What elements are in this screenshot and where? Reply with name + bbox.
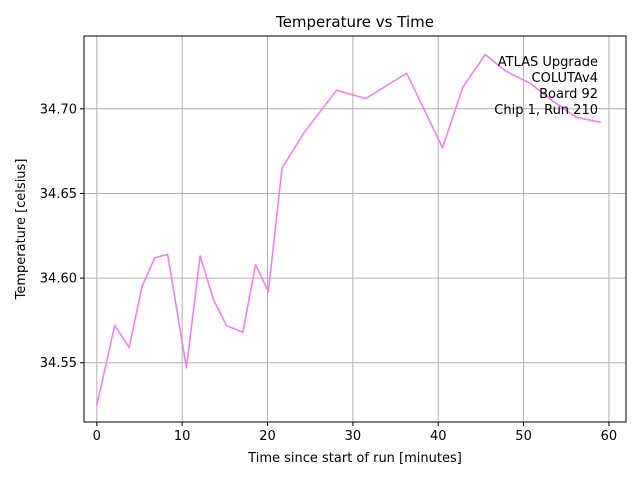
data-point [254, 263, 257, 266]
series-line-temperature [96, 53, 601, 406]
data-point [96, 404, 98, 406]
data-point [185, 367, 188, 369]
data-point [335, 89, 338, 91]
data-point [405, 72, 408, 74]
y-tick-label: 34.70 [40, 102, 77, 117]
x-tick-label: 40 [430, 429, 447, 444]
y-tick-label: 34.60 [40, 272, 77, 287]
x-tick-label: 60 [601, 429, 618, 444]
data-point [441, 147, 444, 149]
data-point [114, 324, 116, 327]
data-point [242, 331, 244, 333]
annotation-line: COLUTAv4 [532, 71, 598, 86]
data-point [154, 257, 156, 259]
data-point [225, 324, 228, 327]
annotation-box: ATLAS Upgrade COLUTAv4 Board 92 Chip 1, … [494, 55, 598, 118]
data-point [199, 255, 201, 257]
annotation-line: Chip 1, Run 210 [494, 103, 598, 118]
data-point [141, 285, 143, 288]
data-point [505, 70, 508, 73]
chart-title: Temperature vs Time [275, 13, 434, 31]
y-axis-label: Temperature [celsius] [14, 159, 29, 301]
grid [84, 36, 626, 422]
data-point [213, 299, 215, 301]
data-point [575, 116, 578, 119]
plot-frame [83, 35, 627, 423]
x-tick-label: 20 [259, 429, 276, 444]
data-point [128, 346, 130, 349]
data-point [529, 82, 532, 85]
annotation-line: Board 92 [539, 87, 598, 102]
data-point [281, 167, 283, 169]
data-point [267, 290, 270, 293]
x-tick-label: 10 [174, 429, 191, 444]
data-point [303, 131, 305, 134]
data-point [599, 121, 602, 124]
data-point [166, 253, 169, 256]
data-point [365, 97, 367, 100]
data-point [484, 53, 486, 56]
data-point [551, 99, 553, 102]
x-tick-label: 0 [93, 429, 101, 444]
y-tick-label: 34.55 [40, 356, 77, 371]
y-tick-label: 34.65 [40, 187, 77, 202]
x-tick-label: 30 [345, 429, 362, 444]
x-axis-label: Time since start of run [minutes] [247, 451, 462, 466]
x-tick-label: 50 [515, 429, 532, 444]
data-point [462, 86, 464, 88]
axis-ticks: 0 10 20 30 40 50 60 34.55 34.60 34.65 34.70 [40, 102, 617, 444]
annotation-line: ATLAS Upgrade [498, 55, 598, 70]
series-layer [96, 53, 602, 406]
